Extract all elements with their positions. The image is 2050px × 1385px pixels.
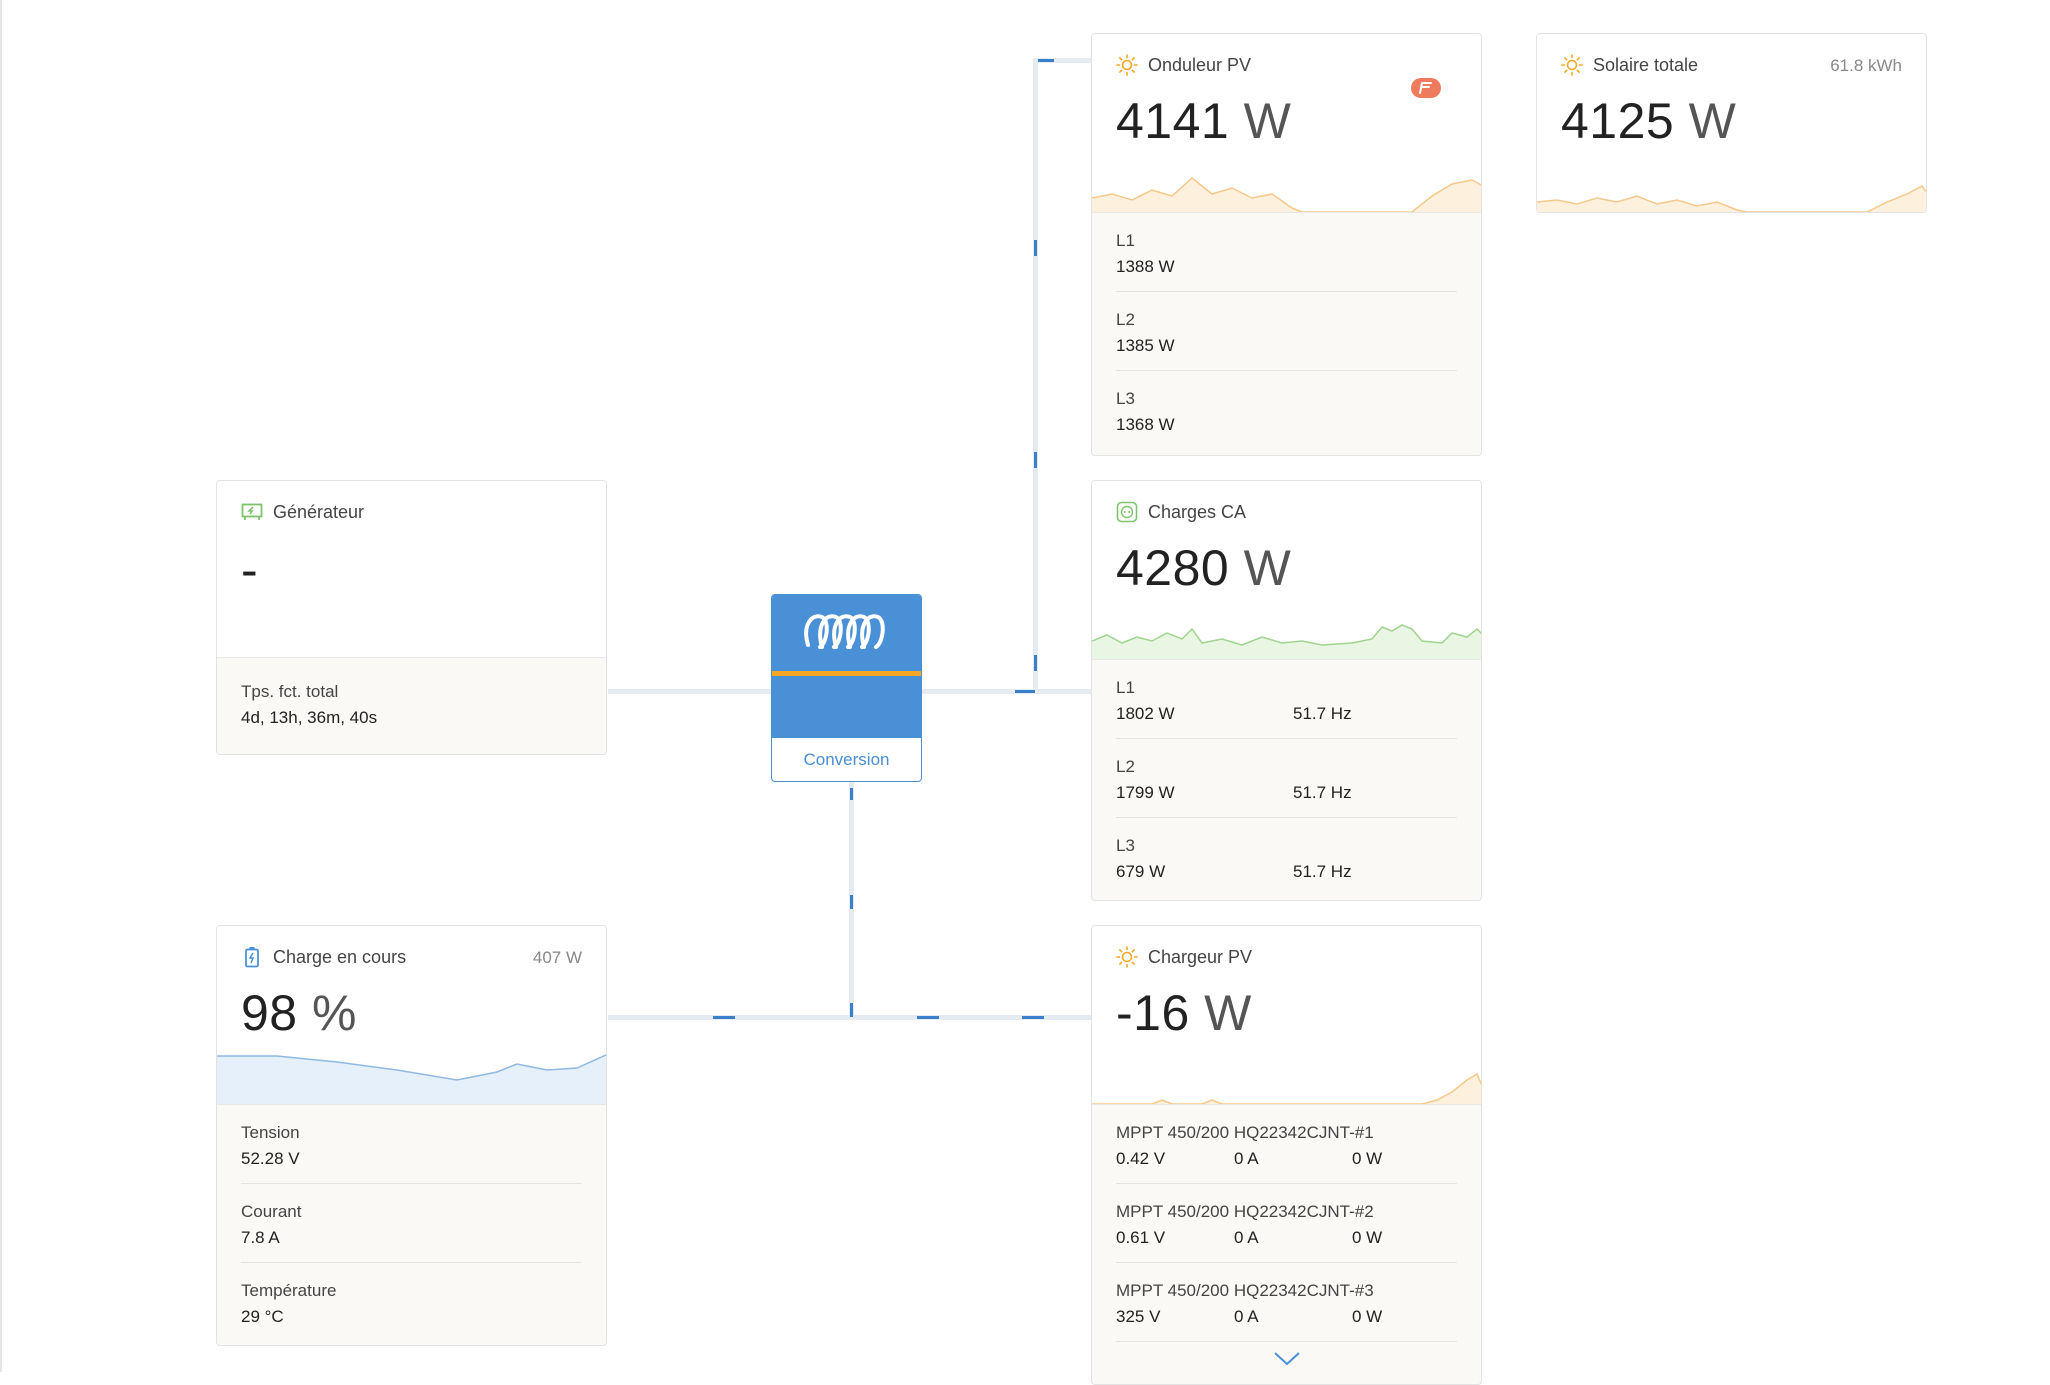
generator-runtime-value: 4d, 13h, 36m, 40s: [241, 708, 378, 727]
ac-loads-power-unit: W: [1243, 540, 1292, 596]
generator-card[interactable]: Générateur - Tps. fct. total 4d, 13h, 36…: [216, 480, 607, 755]
ac-loads-power: 4280 W: [1116, 539, 1291, 597]
mppt-2-power: 0 W: [1352, 1228, 1383, 1247]
victron-logo-icon: [804, 614, 885, 649]
wire-inverter-ac: [921, 689, 1091, 694]
pv-inverter-sparkline: [1092, 177, 1481, 212]
ac-loads-sparkline: [1092, 624, 1481, 659]
pv-inverter-power-unit: W: [1243, 93, 1292, 149]
pv-charger-power-value: -16: [1116, 985, 1190, 1041]
ac-l1-label: L1: [1116, 678, 1135, 697]
generator-title: Générateur: [273, 501, 365, 522]
solar-total-power-value: 4125: [1561, 93, 1675, 149]
battery-current-value: 7.8 A: [241, 1228, 280, 1247]
sun-icon: [1116, 54, 1138, 76]
flow-pulse: [713, 1016, 735, 1019]
pv-inverter-l2-value: 1385 W: [1116, 336, 1175, 355]
generator-value: -: [241, 542, 259, 598]
pv-charger-power-unit: W: [1204, 985, 1252, 1041]
flow-pulse: [1034, 452, 1037, 468]
pv-inverter-card[interactable]: Onduleur PV 4141 W L1 1388 W L2 1385 W L…: [1091, 33, 1482, 456]
flow-pulse: [1034, 240, 1037, 256]
pv-charger-power: -16 W: [1116, 984, 1252, 1042]
battery-voltage-value: 52.28 V: [241, 1149, 300, 1168]
ac-l1-power: 1802 W: [1116, 704, 1175, 723]
mppt-3-current: 0 A: [1234, 1307, 1259, 1326]
inverter-label: Conversion: [803, 750, 890, 769]
socket-icon: [1116, 501, 1138, 523]
sun-icon: [1116, 946, 1138, 968]
mppt-2-voltage: 0.61 V: [1116, 1228, 1166, 1247]
battery-current-label: Courant: [241, 1202, 302, 1221]
flow-pulse: [850, 788, 853, 800]
mppt-1-voltage: 0.42 V: [1116, 1149, 1166, 1168]
battery-title: Charge en cours: [273, 946, 407, 967]
solar-total-power-unit: W: [1688, 93, 1737, 149]
wire-generator-inverter: [608, 689, 772, 694]
ac-l2-power: 1799 W: [1116, 783, 1175, 802]
mppt-2-current: 0 A: [1234, 1228, 1259, 1247]
wire-pv-vertical: [1033, 58, 1038, 692]
ac-loads-card[interactable]: Charges CA 4280 W L1 1802 W 51.7 Hz L2 1…: [1091, 480, 1482, 901]
pv-inverter-l3-value: 1368 W: [1116, 415, 1175, 434]
mppt-2-label: MPPT 450/200 HQ22342CJNT-#2: [1116, 1202, 1374, 1221]
wire-dc-bus: [608, 1015, 1091, 1020]
generator-runtime-label: Tps. fct. total: [241, 682, 339, 701]
solar-total-energy: 61.8 kWh: [1830, 56, 1902, 75]
flow-pulse: [917, 1016, 939, 1019]
flow-pulse: [1038, 59, 1054, 62]
pv-inverter-l3-label: L3: [1116, 389, 1135, 408]
mppt-3-power: 0 W: [1352, 1307, 1383, 1326]
pv-inverter-l1-value: 1388 W: [1116, 257, 1175, 276]
generator-icon: [241, 503, 263, 520]
ac-l2-freq: 51.7 Hz: [1293, 783, 1352, 802]
ac-loads-title: Charges CA: [1148, 501, 1247, 522]
ac-loads-power-value: 4280: [1116, 540, 1230, 596]
mppt-1-label: MPPT 450/200 HQ22342CJNT-#1: [1116, 1123, 1374, 1142]
battery-temperature-value: 29 °C: [241, 1307, 284, 1326]
mppt-3-voltage: 325 V: [1116, 1307, 1161, 1326]
flow-pulse: [850, 895, 853, 909]
pv-inverter-power: 4141 W: [1116, 92, 1291, 150]
wire-pv-horizontal: [1033, 58, 1091, 63]
battery-card[interactable]: Charge en cours 407 W 98 % Tension 52.28…: [216, 925, 607, 1346]
flow-pulse: [1034, 655, 1037, 671]
page-left-border: [0, 0, 2, 1372]
pv-inverter-l1-label: L1: [1116, 231, 1135, 250]
ac-l3-power: 679 W: [1116, 862, 1166, 881]
battery-temperature-label: Température: [241, 1281, 337, 1300]
ac-l2-label: L2: [1116, 757, 1135, 776]
battery-soc-value: 98: [241, 985, 298, 1041]
pv-inverter-power-value: 4141: [1116, 93, 1230, 149]
pv-inverter-title: Onduleur PV: [1148, 54, 1252, 75]
mppt-1-current: 0 A: [1234, 1149, 1259, 1168]
flow-pulse: [850, 1003, 853, 1017]
battery-sparkline: [217, 1054, 606, 1104]
pv-inverter-l2-label: L2: [1116, 310, 1135, 329]
ac-l3-label: L3: [1116, 836, 1135, 855]
solar-total-title: Solaire totale: [1593, 54, 1699, 75]
pv-charger-card[interactable]: Chargeur PV -16 W MPPT 450/200 HQ22342CJ…: [1091, 925, 1482, 1385]
flow-pulse: [1015, 690, 1035, 693]
ac-l1-freq: 51.7 Hz: [1293, 704, 1352, 723]
battery-soc: 98 %: [241, 984, 357, 1042]
sun-icon: [1561, 54, 1583, 76]
battery-power: 407 W: [532, 948, 582, 967]
fronius-logo-icon: [1411, 78, 1441, 98]
solar-total-sparkline: [1537, 185, 1926, 212]
inverter-status-bar: [772, 671, 921, 676]
pv-charger-sparkline: [1092, 1072, 1481, 1104]
battery-icon: [245, 947, 259, 968]
solar-total-card[interactable]: Solaire totale 61.8 kWh 4125 W: [1536, 33, 1927, 213]
battery-soc-unit: %: [312, 985, 357, 1041]
solar-total-power: 4125 W: [1561, 92, 1736, 150]
pv-charger-title: Chargeur PV: [1148, 946, 1253, 967]
ac-l3-freq: 51.7 Hz: [1293, 862, 1352, 881]
flow-pulse: [1022, 1016, 1044, 1019]
chevron-down-icon[interactable]: [1273, 1351, 1301, 1367]
inverter-card[interactable]: Conversion: [771, 594, 922, 782]
mppt-3-label: MPPT 450/200 HQ22342CJNT-#3: [1116, 1281, 1374, 1300]
battery-voltage-label: Tension: [241, 1123, 300, 1142]
mppt-1-power: 0 W: [1352, 1149, 1383, 1168]
